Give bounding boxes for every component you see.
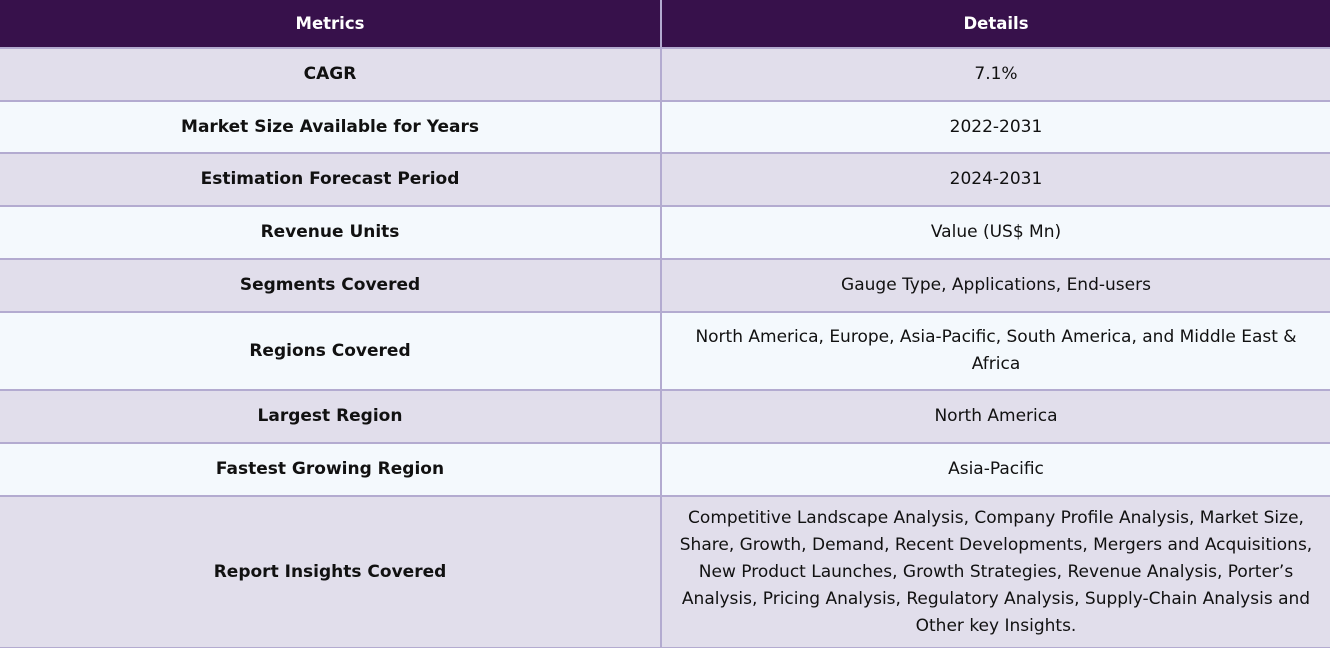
header-metrics: Metrics [0,0,662,49]
metric-cell: Regions Covered [0,313,662,391]
metric-cell: Market Size Available for Years [0,102,662,154]
detail-cell: Asia-Pacific [662,444,1330,497]
detail-cell: North America, Europe, Asia-Pacific, Sou… [662,313,1330,391]
detail-cell: Gauge Type, Applications, End-users [662,260,1330,313]
header-details: Details [662,0,1330,49]
detail-cell: 2022-2031 [662,102,1330,154]
detail-cell: 7.1% [662,49,1330,102]
detail-cell: Competitive Landscape Analysis, Company … [662,497,1330,648]
detail-cell: North America [662,391,1330,444]
metric-cell: Estimation Forecast Period [0,154,662,207]
metric-cell: Revenue Units [0,207,662,260]
detail-cell: Value (US$ Mn) [662,207,1330,260]
metric-cell: Segments Covered [0,260,662,313]
metric-cell: Largest Region [0,391,662,444]
metric-cell: Fastest Growing Region [0,444,662,497]
metric-cell: Report Insights Covered [0,497,662,648]
metric-cell: CAGR [0,49,662,102]
detail-cell: 2024-2031 [662,154,1330,207]
